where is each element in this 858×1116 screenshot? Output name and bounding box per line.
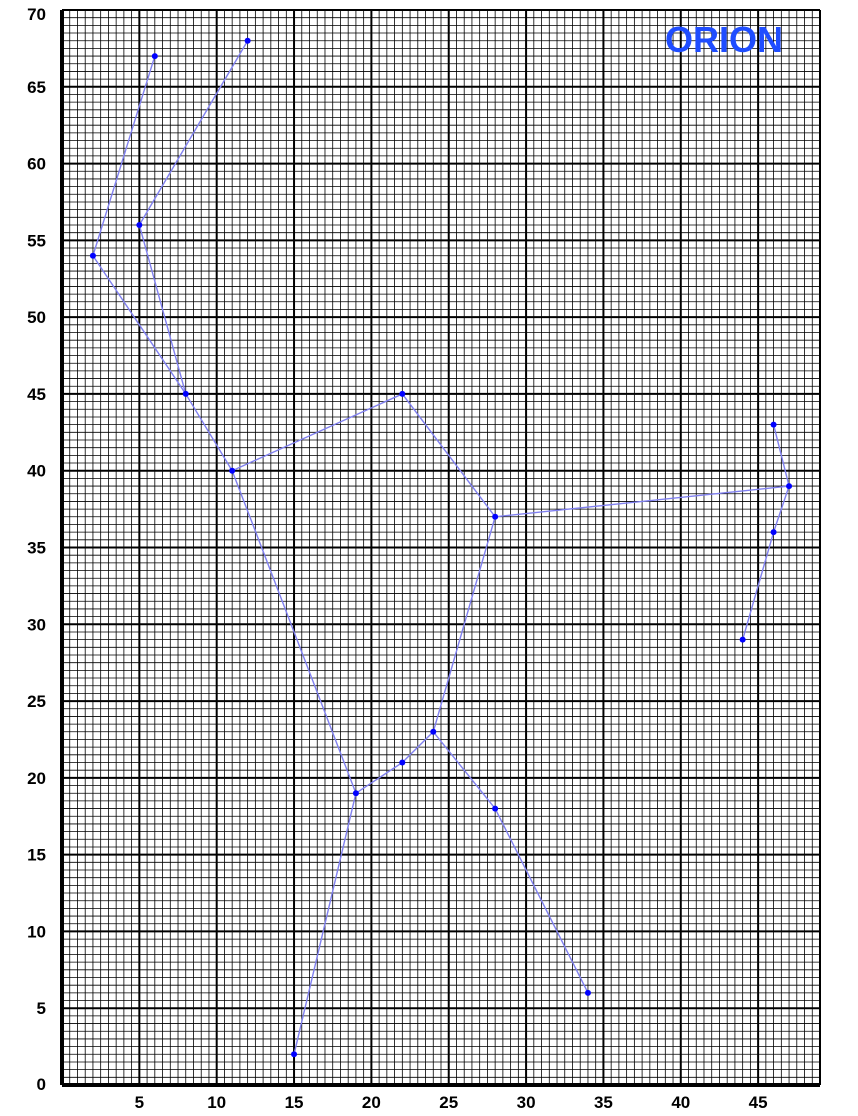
star-point	[770, 529, 777, 536]
star-point	[151, 53, 158, 60]
y-tick-label: 55	[27, 231, 46, 250]
constellation-segment	[495, 485, 790, 518]
constellation-segment	[432, 731, 496, 810]
star-point	[770, 421, 777, 428]
star-point	[399, 759, 406, 766]
star-point	[182, 390, 189, 397]
constellation-segment	[432, 516, 496, 732]
constellation-segment	[92, 255, 187, 395]
constellation-segment	[92, 55, 156, 256]
x-tick-label: 40	[671, 1093, 690, 1112]
x-tick-label: 45	[749, 1093, 768, 1112]
axes	[60, 9, 821, 1087]
constellation-segment	[185, 393, 233, 472]
y-tick-label: 5	[37, 999, 46, 1018]
constellation-segment	[741, 531, 775, 640]
constellation-segment	[772, 485, 790, 533]
x-tick-label: 25	[439, 1093, 458, 1112]
tick-labels: 5 10 15 20 25 30 35 40 45 0 5 10 15 20 25 30 35 40 45 50 55 6…	[27, 5, 768, 1112]
constellation-segment	[401, 731, 434, 763]
y-tick-label: 25	[27, 692, 46, 711]
constellation-segment	[772, 424, 790, 487]
star-point	[229, 467, 236, 474]
x-tick-label: 35	[594, 1093, 613, 1112]
star-point	[244, 37, 251, 44]
y-tick-label: 60	[27, 155, 46, 174]
x-tick-label: 10	[207, 1093, 226, 1112]
x-tick-label: 15	[285, 1093, 304, 1112]
constellation-segment	[355, 761, 403, 794]
star-point	[291, 1051, 298, 1058]
y-tick-label: 35	[27, 539, 46, 558]
x-tick-label: 5	[135, 1093, 144, 1112]
x-tick-label: 20	[362, 1093, 381, 1112]
star-point	[89, 252, 96, 259]
constellation-segment	[138, 224, 187, 395]
y-tick-label: 65	[27, 78, 46, 97]
y-tick-label: 50	[27, 308, 46, 327]
y-tick-label: 0	[37, 1075, 46, 1094]
star-point	[492, 805, 499, 812]
y-tick-label: 20	[27, 769, 46, 788]
constellation-segment	[138, 40, 249, 226]
constellation-segment	[293, 793, 357, 1055]
y-tick-label: 45	[27, 385, 46, 404]
star-point	[492, 513, 499, 520]
y-tick-label: 40	[27, 462, 46, 481]
star-point	[136, 222, 143, 228]
constellation-segment	[231, 470, 357, 794]
y-tick-label: 70	[27, 5, 46, 24]
star-point	[786, 483, 793, 490]
star-point	[399, 390, 406, 397]
star-point	[739, 636, 746, 643]
y-tick-label: 15	[27, 846, 46, 865]
grid	[61, 9, 821, 1086]
constellation-lines	[92, 40, 790, 1055]
y-tick-label: 30	[27, 615, 46, 634]
chart-title: ORION	[665, 19, 783, 60]
star-point	[352, 790, 359, 797]
y-tick-label: 10	[27, 922, 46, 941]
constellation-segment	[231, 393, 403, 472]
constellation-segment	[494, 808, 589, 994]
constellation-segment	[401, 393, 496, 518]
star-points	[89, 37, 793, 1058]
x-tick-label: 30	[517, 1093, 536, 1112]
star-point	[584, 989, 591, 996]
star-point	[430, 728, 437, 735]
